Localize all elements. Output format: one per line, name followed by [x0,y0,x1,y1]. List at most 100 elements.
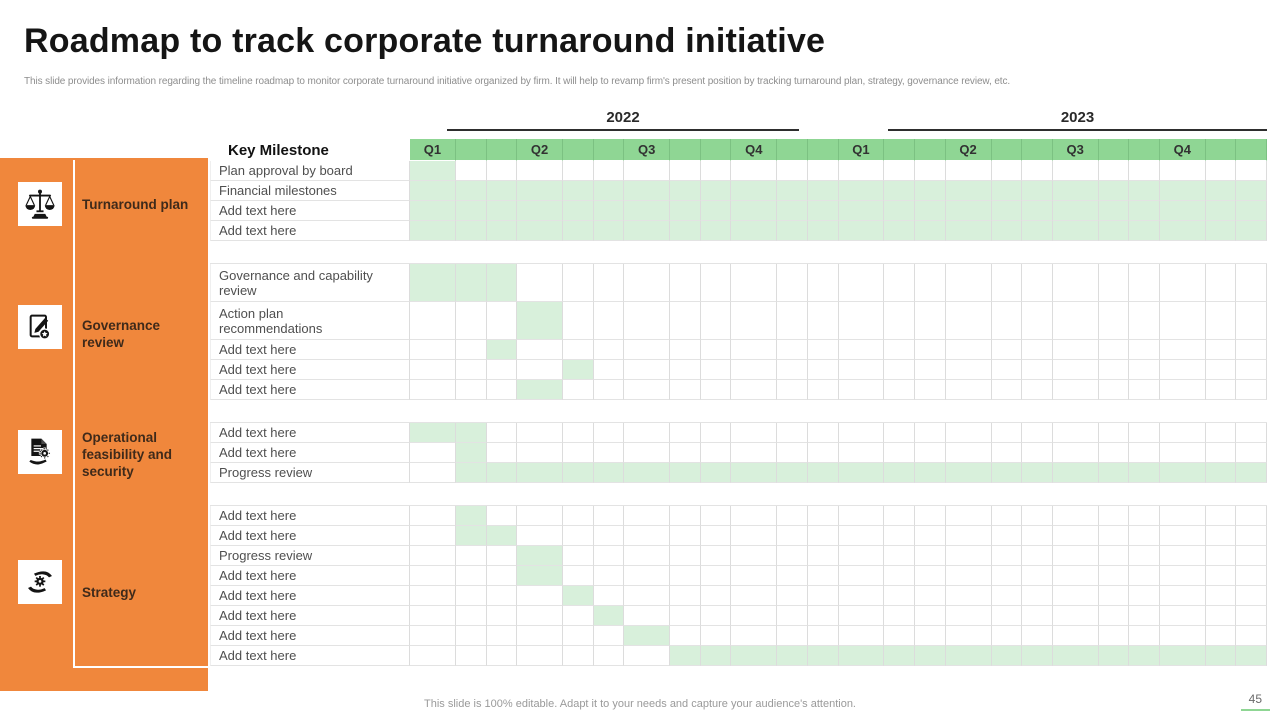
gantt-cell [838,380,885,400]
gantt-cell [945,546,992,566]
gantt-cell [486,646,518,666]
gantt-bar-cell [486,201,518,221]
gantt-bar-cell [517,380,564,400]
gantt-cell [700,586,732,606]
gantt-cell [777,360,808,380]
gantt-cell [1205,606,1237,626]
gantt-cell [1159,423,1206,443]
gantt-cell [670,302,701,340]
milestone-label: Add text here [210,506,410,526]
gantt-cell [624,302,671,340]
operational-feasibility-icon-box [18,430,62,474]
gantt-bar-cell [1205,463,1237,483]
sidebar-divider-vertical [73,160,75,668]
gantt-cell [1129,340,1160,360]
gantt-cell [517,443,564,463]
gantt-cell [410,443,456,463]
gantt-cell [777,566,808,586]
gantt-bar-cell [1205,646,1237,666]
gantt-cell [1236,302,1267,340]
gantt-cell [731,606,778,626]
gantt-cell [884,546,916,566]
gantt-cell [1236,161,1267,181]
gantt-bar-cell [486,463,518,483]
gantt-cell [1052,264,1099,302]
document-edit-icon [29,314,51,340]
gantt-cell [1129,506,1160,526]
sidebar-item-strategy: Strategy [82,585,137,600]
gantt-cell [700,360,732,380]
gantt-cell [1022,360,1053,380]
gantt-cell [838,566,885,586]
milestone-label: Action plan recommendations [210,302,410,340]
gantt-cell [731,586,778,606]
gantt-bar-cell [731,181,778,201]
gantt-bar-cell [807,646,839,666]
gantt-cell [670,340,701,360]
gantt-cell [1098,380,1130,400]
gantt-cell [945,626,992,646]
gantt-bar-cell [486,526,518,546]
gantt-bar-cell [410,221,456,241]
gantt-cell [563,566,594,586]
gantt-cell [1129,526,1160,546]
gantt-cell [563,161,594,181]
sidebar-divider-horizontal [73,666,208,668]
gantt-cell [1022,626,1053,646]
gantt-bar-cell [455,201,487,221]
gantt-bar-cell [410,161,456,181]
gantt-cell [915,443,946,463]
quarter-header-cell: Q3 [624,139,671,161]
gantt-cell [807,340,839,360]
gantt-cell [991,340,1023,360]
gantt-cell [593,264,625,302]
gantt-cell [884,264,916,302]
gantt-bar-cell [670,463,701,483]
gantt-bar-cell [945,463,992,483]
gantt-cell [1022,506,1053,526]
gantt-cell [915,380,946,400]
quarter-header-subcell [1205,139,1237,161]
gantt-bar-cell [838,201,885,221]
section-separator [210,483,1267,506]
gantt-cell [410,546,456,566]
gantt-cell [838,506,885,526]
gantt-cell [807,423,839,443]
quarter-header-cell: Q4 [731,139,778,161]
key-milestone-header: Key Milestone [228,141,329,159]
gantt-cell [700,606,732,626]
gantt-bar-cell [455,463,487,483]
gantt-cell [1236,264,1267,302]
gantt-bar-cell [991,181,1023,201]
gantt-cell [1205,566,1237,586]
gantt-cell [455,340,487,360]
gantt-cell [915,360,946,380]
gantt-cell [1205,546,1237,566]
gantt-cell [884,423,916,443]
gantt-cell [486,546,518,566]
quarter-header-subcell [670,139,701,161]
gantt-bar-cell [838,181,885,201]
gantt-cell [517,506,564,526]
gantt-bar-cell [624,181,671,201]
milestone-row: Action plan recommendations [210,302,1267,340]
gantt-bar-cell [838,646,885,666]
gantt-cell [807,264,839,302]
gantt-cell [777,302,808,340]
gantt-cell [1052,302,1099,340]
gantt-bar-cell [991,221,1023,241]
gantt-cell [593,443,625,463]
gantt-cell [410,380,456,400]
gantt-cell [1129,586,1160,606]
gantt-cell [1098,546,1130,566]
strategy-icon-box [18,560,62,604]
milestone-row: Governance and capability review [210,264,1267,302]
gantt-cell [1129,264,1160,302]
gantt-cell [1236,566,1267,586]
gantt-cell [731,264,778,302]
gantt-cell [670,423,701,443]
hands-gear-icon [28,571,52,593]
gantt-cell [563,646,594,666]
gantt-cell [991,360,1023,380]
milestone-row: Add text here [210,646,1267,666]
